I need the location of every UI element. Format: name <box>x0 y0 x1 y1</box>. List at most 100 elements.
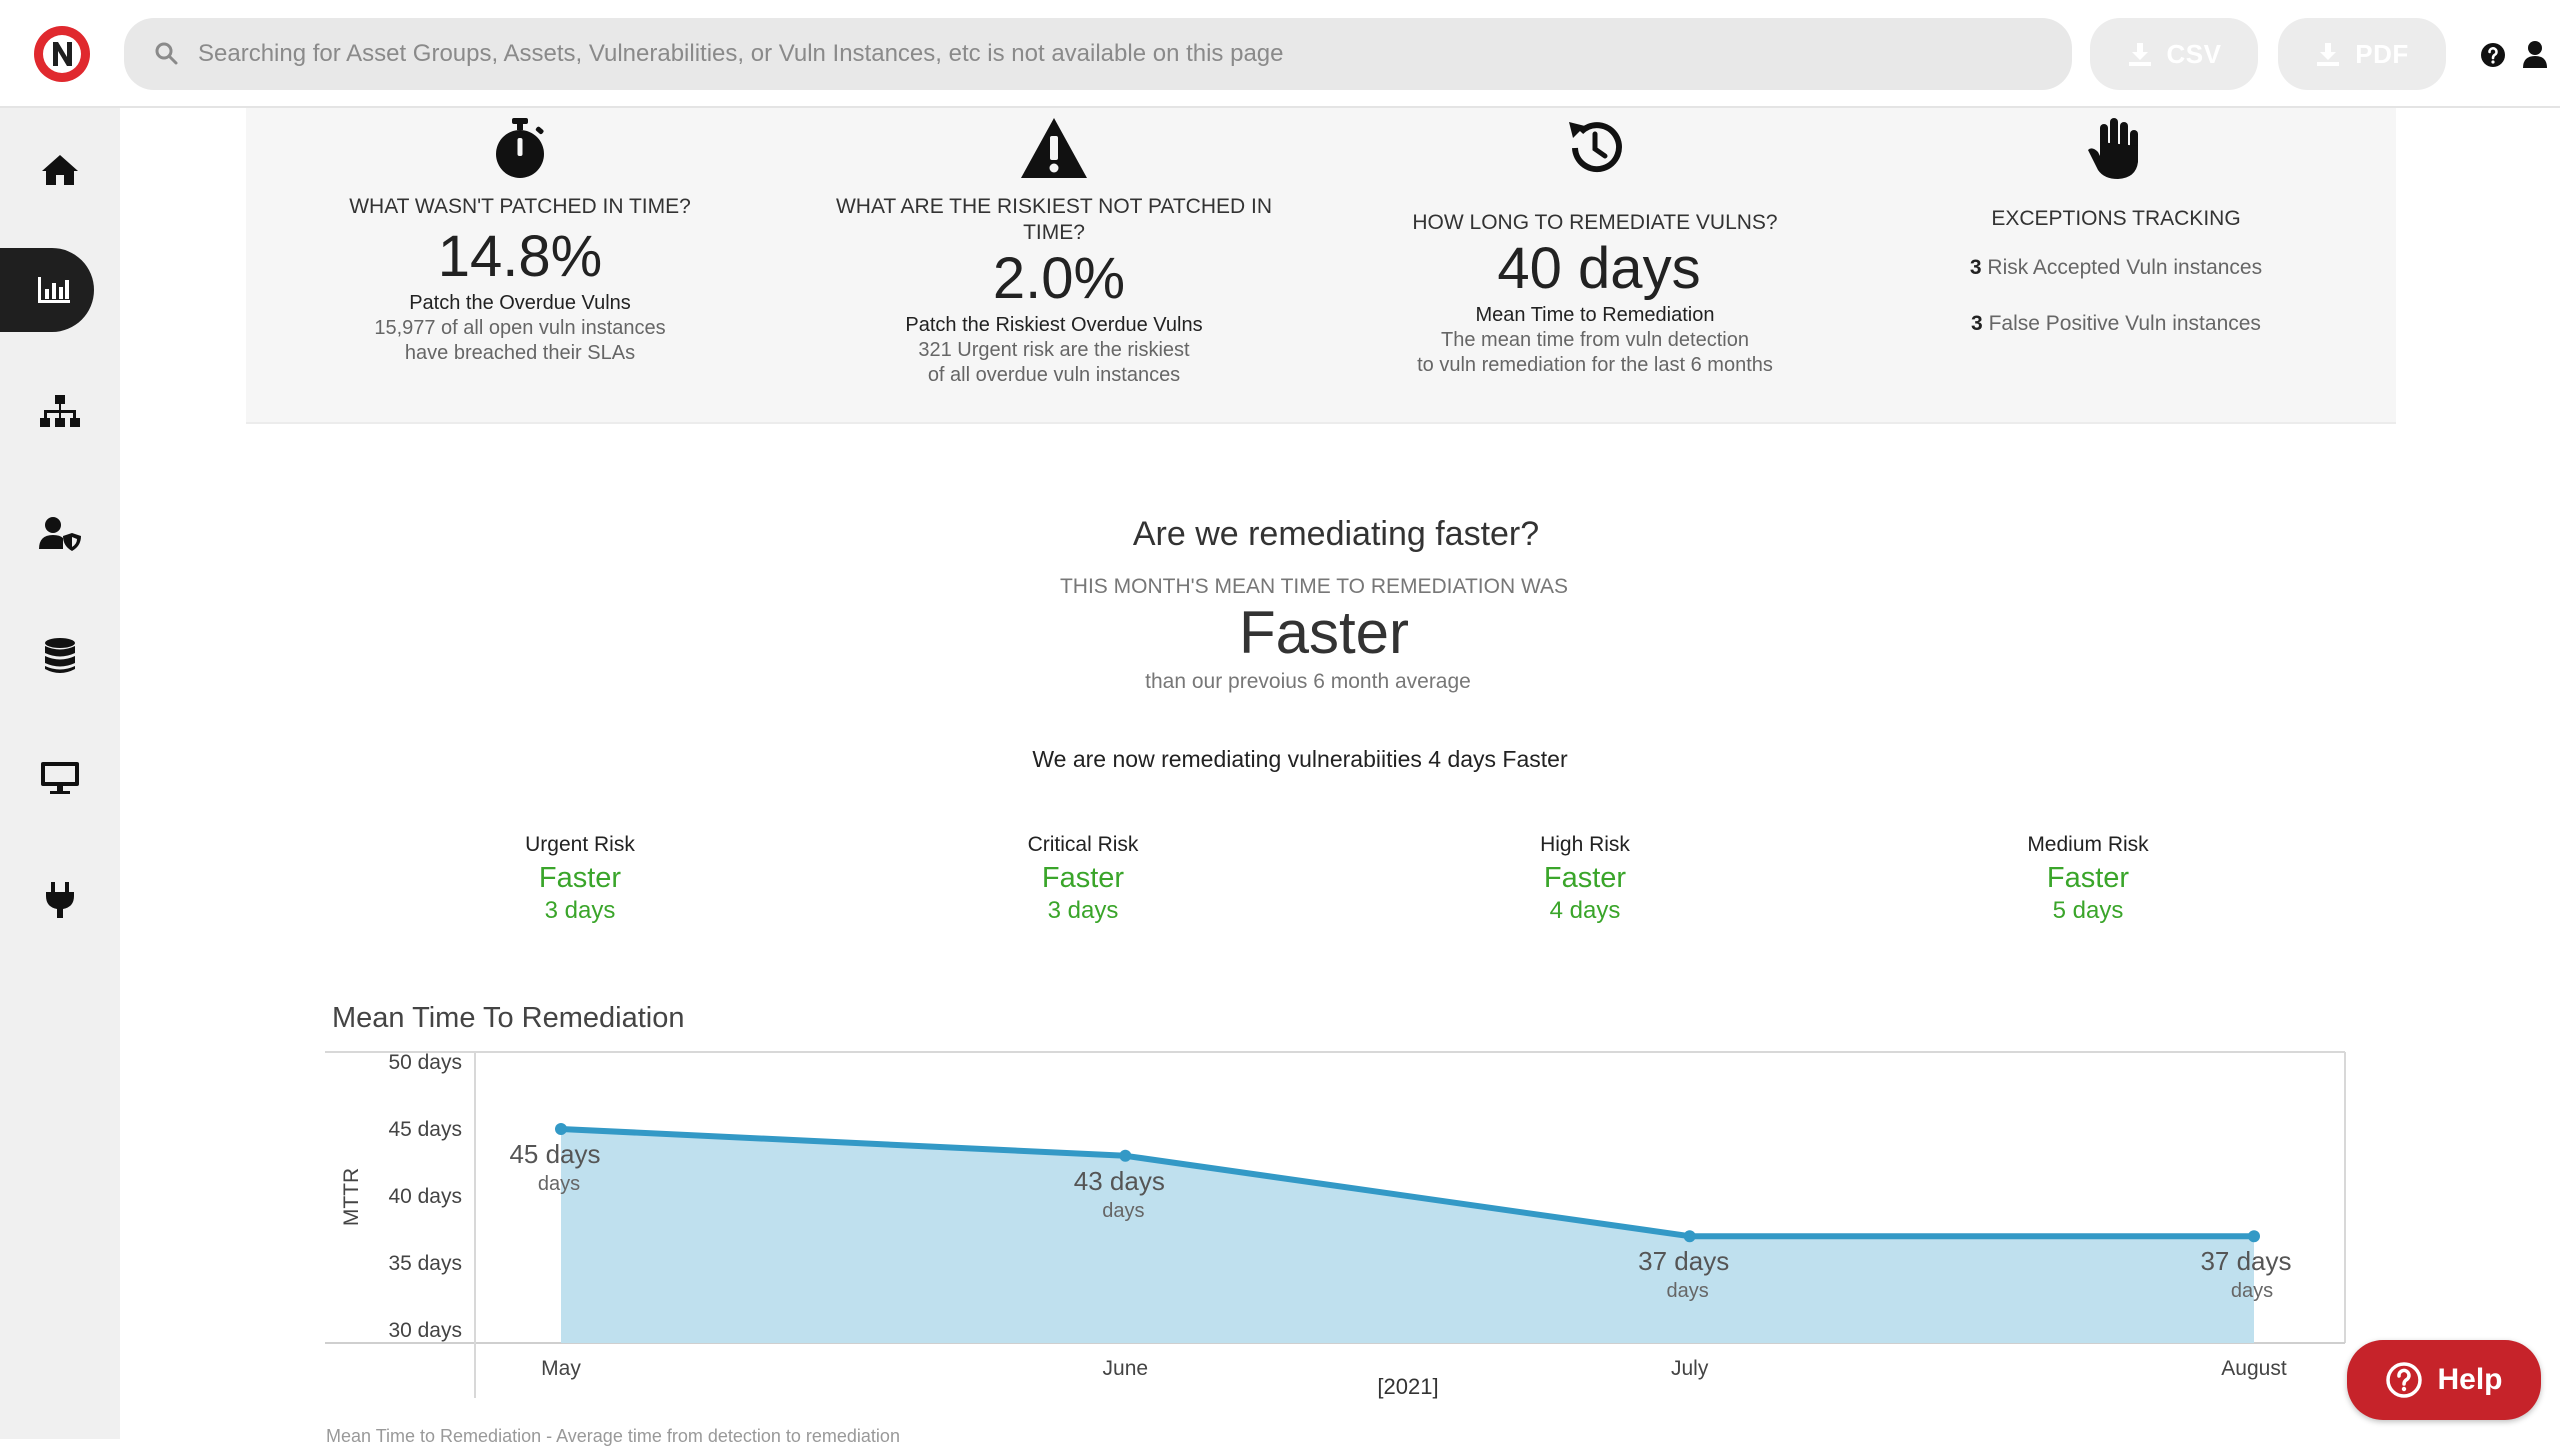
risk-critical: Critical Risk Faster 3 days <box>953 830 1213 926</box>
risk-label: Critical Risk <box>1027 833 1139 856</box>
sidebar <box>0 108 120 1439</box>
mttr-question: HOW LONG TO REMEDIATE VULNS? <box>1412 211 1778 234</box>
data-point <box>1119 1149 1132 1162</box>
data-sublabel: days <box>2231 1280 2273 1302</box>
sidebar-item-home[interactable] <box>0 128 120 212</box>
risk-medium: Medium Risk Faster 5 days <box>1958 830 2218 926</box>
question-circle-icon <box>2386 1362 2423 1398</box>
download-icon <box>2317 43 2340 66</box>
user-shield-icon <box>39 517 81 551</box>
risk-status: Faster <box>538 862 622 894</box>
risk-status: Faster <box>2046 862 2130 894</box>
remediation-verdict: Faster <box>1238 599 1410 666</box>
data-label: 45 days <box>509 1139 600 1169</box>
top-bar: CSV PDF <box>0 0 2560 108</box>
y-tick-label: 40 days <box>388 1185 462 1208</box>
chart-title: Mean Time To Remediation <box>332 1002 685 1034</box>
y-tick-label: 50 days <box>388 1051 462 1074</box>
logo-icon <box>35 27 89 81</box>
y-tick-label: 45 days <box>388 1118 462 1141</box>
risk-days: 4 days <box>1549 897 1621 924</box>
risk-high: High Risk Faster 4 days <box>1455 830 1715 926</box>
riskiest-desc-2: of all overdue vuln instances <box>927 364 1181 386</box>
overdue-desc-1: 15,977 of all open vuln instances <box>374 317 666 339</box>
riskiest-question-2: TIME? <box>1023 221 1085 244</box>
data-label: 43 days <box>1074 1166 1165 1196</box>
desktop-icon <box>41 762 79 794</box>
plug-icon <box>46 882 74 918</box>
risk-label: High Risk <box>1540 833 1630 856</box>
pdf-download-button[interactable]: PDF <box>2278 18 2446 90</box>
bar-chart-icon <box>38 277 70 303</box>
user-icon[interactable] <box>2522 40 2548 68</box>
remediation-comparison: than our prevoius 6 month average <box>1145 670 1471 693</box>
riskiest-desc-1: 321 Urgent risk are the riskiest <box>918 339 1190 361</box>
series-area <box>561 1129 2254 1343</box>
overdue-card: WHAT WASN'T PATCHED IN TIME? 14.8% Patch… <box>310 108 730 366</box>
overdue-desc-2: have breached their SLAs <box>404 342 636 364</box>
logo[interactable] <box>34 26 90 82</box>
help-label: Help <box>2437 1363 2503 1396</box>
y-tick-label: 35 days <box>388 1252 462 1275</box>
x-tick-label: June <box>1103 1357 1149 1380</box>
sitemap-icon <box>40 395 80 427</box>
mttr-desc-1: The mean time from vuln detection <box>1441 329 1749 351</box>
risk-status: Faster <box>1543 862 1627 894</box>
riskiest-subtitle: Patch the Riskiest Overdue Vulns <box>905 314 1203 336</box>
false-positive-line[interactable]: 3 False Positive Vuln instances <box>1946 310 2286 338</box>
overdue-value: 14.8% <box>437 224 603 289</box>
exceptions-card: EXCEPTIONS TRACKING 3 Risk Accepted Vuln… <box>1946 108 2286 338</box>
sidebar-item-dashboards[interactable] <box>0 248 94 332</box>
x-axis-label: [2021] <box>1377 1374 1438 1399</box>
pdf-label: PDF <box>2355 38 2409 69</box>
exceptions-title: EXCEPTIONS TRACKING <box>1991 207 2241 230</box>
download-icon <box>2128 43 2151 66</box>
risk-accepted-line[interactable]: 3 Risk Accepted Vuln instances <box>1946 254 2286 282</box>
search-bar[interactable] <box>124 18 2072 90</box>
csv-download-button[interactable]: CSV <box>2090 18 2258 90</box>
x-tick-label: August <box>2221 1357 2287 1380</box>
risk-accepted-label: Risk Accepted Vuln instances <box>1987 256 2263 279</box>
data-sublabel: days <box>1667 1280 1709 1302</box>
search-input[interactable] <box>198 40 1998 68</box>
sidebar-item-assets[interactable] <box>0 736 120 820</box>
risk-label: Medium Risk <box>2027 833 2149 856</box>
history-icon <box>1569 122 1622 173</box>
remediation-headline: Are we remediating faster? <box>1132 515 1540 553</box>
home-icon <box>42 155 78 185</box>
riskiest-question-1: WHAT ARE THE RISKIEST NOT PATCHED IN <box>835 195 1273 218</box>
data-sublabel: days <box>1102 1200 1144 1222</box>
data-label: 37 days <box>2200 1246 2291 1276</box>
risk-urgent: Urgent Risk Faster 3 days <box>450 830 710 926</box>
sidebar-item-asset-groups[interactable] <box>0 370 120 454</box>
database-icon <box>45 638 75 673</box>
y-axis-label: MTTR <box>340 1168 363 1226</box>
false-positive-label: False Positive Vuln instances <box>1988 312 2261 335</box>
mttr-value: 40 days <box>1497 236 1701 301</box>
chart-footnote: Mean Time to Remediation - Average time … <box>326 1426 900 1446</box>
sidebar-item-database[interactable] <box>0 614 120 698</box>
mttr-card: HOW LONG TO REMEDIATE VULNS? 40 days Mea… <box>1360 108 1830 378</box>
x-tick-label: May <box>541 1357 581 1380</box>
sidebar-item-integrations[interactable] <box>0 858 120 942</box>
risk-days: 3 days <box>544 897 616 924</box>
risk-days: 5 days <box>2052 897 2124 924</box>
hand-icon <box>2088 118 2138 179</box>
data-point <box>555 1123 567 1135</box>
sidebar-item-users[interactable] <box>0 492 120 576</box>
question-circle-icon[interactable] <box>2480 42 2506 68</box>
overdue-subtitle: Patch the Overdue Vulns <box>409 292 631 314</box>
help-button[interactable]: Help <box>2347 1340 2541 1420</box>
summary-panel: WHAT WASN'T PATCHED IN TIME? 14.8% Patch… <box>246 108 2396 424</box>
riskiest-card: WHAT ARE THE RISKIEST NOT PATCHED IN TIM… <box>814 108 1294 388</box>
mttr-desc-2: to vuln remediation for the last 6 month… <box>1417 354 1773 376</box>
stopwatch-icon <box>496 118 544 178</box>
search-icon <box>155 42 178 65</box>
overdue-question: WHAT WASN'T PATCHED IN TIME? <box>349 195 691 218</box>
series-line <box>560 1126 2254 1240</box>
riskiest-value: 2.0% <box>992 246 1126 311</box>
csv-label: CSV <box>2166 38 2222 69</box>
false-positive-count: 3 <box>1971 312 1983 335</box>
risk-days: 3 days <box>1047 897 1119 924</box>
mttr-subtitle: Mean Time to Remediation <box>1475 304 1715 326</box>
